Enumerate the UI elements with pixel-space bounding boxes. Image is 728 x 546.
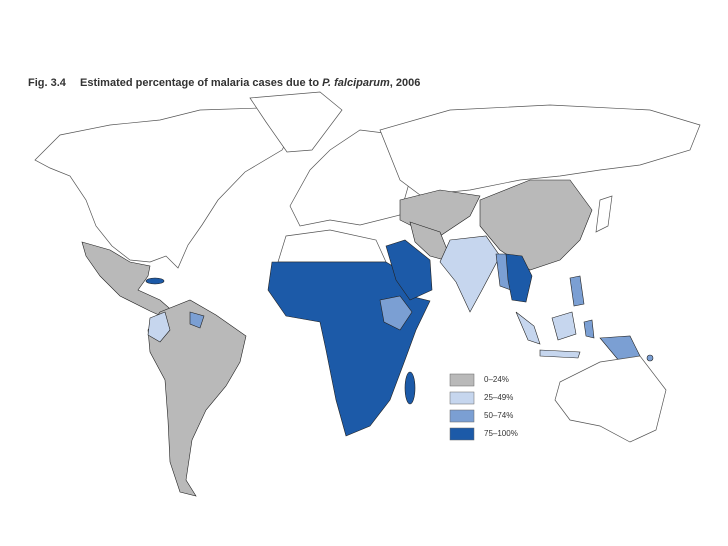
legend-swatch — [449, 373, 475, 387]
arabia — [385, 239, 433, 301]
philippines — [569, 275, 585, 307]
java — [539, 349, 581, 359]
borneo — [551, 311, 577, 341]
indochina — [505, 253, 533, 303]
legend-label: 0–24% — [484, 375, 509, 384]
colombia — [147, 311, 171, 343]
legend-swatch — [449, 409, 475, 423]
south-america — [147, 299, 247, 497]
title-suffix: , 2006 — [390, 77, 421, 89]
title-text: Estimated percentage of malaria cases du… — [80, 77, 322, 89]
iran — [409, 221, 453, 263]
figure-title: Estimated percentage of malaria cases du… — [80, 77, 420, 89]
greenland — [249, 91, 343, 153]
north-africa — [277, 229, 387, 263]
sumatra — [515, 311, 541, 345]
caribbean-island — [145, 277, 165, 285]
guianas — [189, 311, 205, 329]
ethiopia — [379, 295, 413, 331]
madagascar — [404, 371, 416, 405]
sulawesi — [583, 319, 595, 339]
mexico-central-america — [81, 241, 177, 321]
legend-label: 75–100% — [484, 429, 518, 438]
legend-swatch — [449, 391, 475, 405]
central-asia — [399, 189, 481, 237]
legend-swatch — [449, 427, 475, 441]
legend-label: 25–49% — [484, 393, 513, 402]
australia — [554, 355, 667, 443]
legend-label: 50–74% — [484, 411, 513, 420]
figure-label: Fig. 3.4 — [28, 77, 67, 89]
china — [479, 179, 593, 271]
north-america — [34, 107, 301, 269]
title-species: P. falciparum — [322, 77, 390, 89]
japan — [595, 195, 613, 233]
india — [439, 235, 501, 313]
world-map — [34, 91, 701, 497]
legend: 0–24% 25–49% 50–74% 75–100% — [449, 373, 518, 441]
pacific-island — [646, 354, 654, 362]
